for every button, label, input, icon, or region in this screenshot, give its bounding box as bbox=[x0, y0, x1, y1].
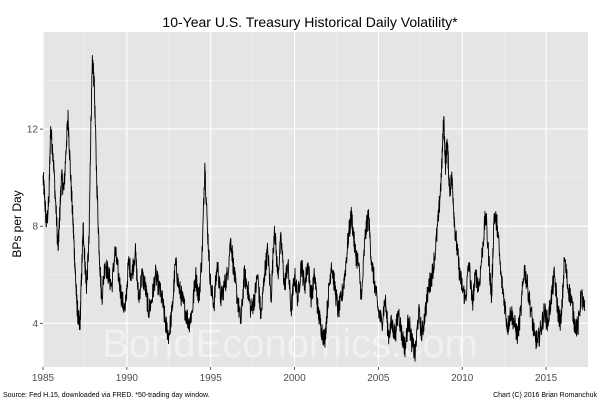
series-layer bbox=[42, 54, 586, 362]
major-gridlines bbox=[42, 32, 588, 367]
x-tick-label: 2010 bbox=[451, 373, 474, 384]
y-tick-label: 4 bbox=[32, 319, 38, 330]
x-tick-label: 1995 bbox=[200, 373, 223, 384]
y-tick-label: 8 bbox=[32, 222, 38, 233]
plot-panel bbox=[43, 32, 588, 367]
axis-ticks: 1985 1990 1995 2000 2005 2010 2015 4 8 12 bbox=[27, 125, 558, 384]
chart-title: 10-Year U.S. Treasury Historical Daily V… bbox=[162, 14, 458, 30]
x-tick-label: 2015 bbox=[535, 373, 558, 384]
x-tick-label: 1985 bbox=[32, 373, 55, 384]
y-tick-label: 12 bbox=[27, 125, 39, 136]
x-tick-label: 2000 bbox=[283, 373, 306, 384]
volatility-series-line bbox=[42, 54, 586, 362]
x-tick-label: 2005 bbox=[367, 373, 390, 384]
minor-gridlines bbox=[43, 32, 588, 367]
source-footnote: Source: Fed H.15, downloaded via FRED. *… bbox=[3, 392, 210, 399]
y-axis-label: BPs per Day bbox=[10, 190, 24, 257]
copyright-footnote: Chart (C) 2016 Brian Romanchuk bbox=[493, 392, 597, 399]
x-tick-label: 1990 bbox=[116, 373, 139, 384]
